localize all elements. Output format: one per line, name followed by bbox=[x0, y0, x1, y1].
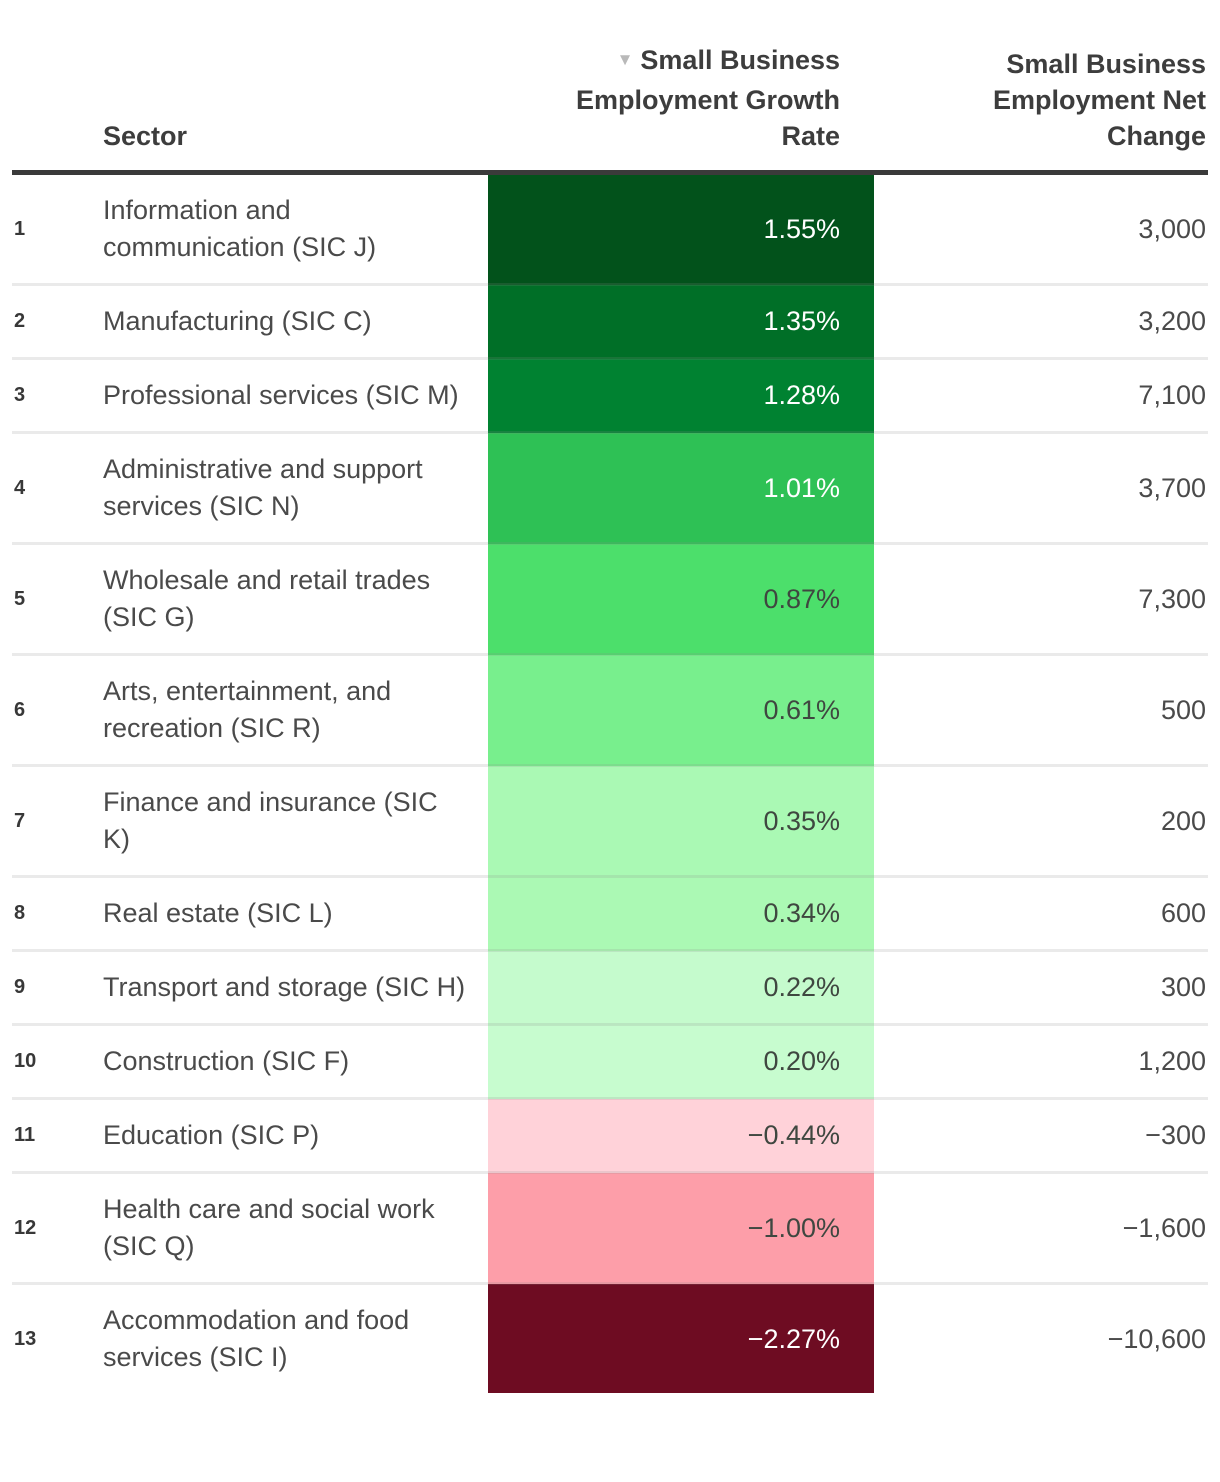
row-rank: 5 bbox=[12, 542, 103, 655]
table-row: 6 Arts, entertainment, and recreation (S… bbox=[12, 653, 1208, 766]
table-row: 4 Administrative and support services (S… bbox=[12, 431, 1208, 544]
net-change-cell: −1,600 bbox=[874, 1171, 1208, 1284]
growth-rate-heatmap-cell: −0.44% bbox=[488, 1097, 874, 1173]
table-row: 3 Professional services (SIC M) 1.28% 7,… bbox=[12, 357, 1208, 433]
net-change-cell: 1,200 bbox=[874, 1023, 1208, 1099]
net-change-cell: 7,300 bbox=[874, 542, 1208, 655]
sector-cell: Education (SIC P) bbox=[103, 1097, 488, 1173]
growth-rate-heatmap-cell: 0.34% bbox=[488, 875, 874, 951]
table-row: 11 Education (SIC P) −0.44% −300 bbox=[12, 1097, 1208, 1173]
sector-cell: Construction (SIC F) bbox=[103, 1023, 488, 1099]
row-rank: 6 bbox=[12, 653, 103, 766]
growth-rate-heatmap-cell: 0.20% bbox=[488, 1023, 874, 1099]
sector-cell: Real estate (SIC L) bbox=[103, 875, 488, 951]
sector-cell: Arts, entertainment, and recreation (SIC… bbox=[103, 653, 488, 766]
table-row: 8 Real estate (SIC L) 0.34% 600 bbox=[12, 875, 1208, 951]
net-change-cell: 300 bbox=[874, 949, 1208, 1025]
row-rank: 12 bbox=[12, 1171, 103, 1284]
growth-rate-heatmap-cell: 1.35% bbox=[488, 283, 874, 359]
net-change-cell: 500 bbox=[874, 653, 1208, 766]
sector-cell: Finance and insurance (SIC K) bbox=[103, 764, 488, 877]
sort-descending-icon: ▼ bbox=[616, 50, 634, 69]
header-rank-spacer bbox=[12, 0, 103, 175]
growth-rate-heatmap-cell: 0.61% bbox=[488, 653, 874, 766]
row-rank: 13 bbox=[12, 1282, 103, 1393]
sector-cell: Transport and storage (SIC H) bbox=[103, 949, 488, 1025]
growth-rate-heatmap-cell: −2.27% bbox=[488, 1282, 874, 1393]
row-rank: 10 bbox=[12, 1023, 103, 1099]
sector-cell: Information and communication (SIC J) bbox=[103, 195, 377, 262]
net-change-cell: 7,100 bbox=[874, 357, 1208, 433]
growth-rate-heatmap-cell: 1.55% bbox=[488, 172, 874, 285]
table-row: 7 Finance and insurance (SIC K) 0.35% 20… bbox=[12, 764, 1208, 877]
header-net-change[interactable]: Small Business Employment Net Change bbox=[874, 0, 1208, 175]
row-rank: 1 bbox=[14, 217, 26, 240]
net-change-cell: −300 bbox=[874, 1097, 1208, 1173]
row-rank: 4 bbox=[12, 431, 103, 544]
sector-heatmap-table: Sector ▼ Small Business Employment Growth R… bbox=[12, 0, 1208, 1393]
sector-cell: Administrative and support services (SIC… bbox=[103, 431, 488, 544]
growth-rate-heatmap-cell: −1.00% bbox=[488, 1171, 874, 1284]
table-row: 5 Wholesale and retail trades (SIC G) 0.… bbox=[12, 542, 1208, 655]
row-rank: 8 bbox=[12, 875, 103, 951]
row-rank: 2 bbox=[12, 283, 103, 359]
table-row: 10 Construction (SIC F) 0.20% 1,200 bbox=[12, 1023, 1208, 1099]
table-header: Sector ▼ Small Business Employment Growth R… bbox=[12, 0, 1208, 175]
row-rank: 11 bbox=[12, 1097, 103, 1173]
sector-cell: Professional services (SIC M) bbox=[103, 357, 488, 433]
net-change-cell: 3,200 bbox=[874, 283, 1208, 359]
table-row: 2 Manufacturing (SIC C) 1.35% 3,200 bbox=[12, 283, 1208, 359]
net-change-cell: −10,600 bbox=[874, 1282, 1208, 1393]
growth-rate-heatmap-cell: 0.22% bbox=[488, 949, 874, 1025]
net-change-cell: 200 bbox=[874, 764, 1208, 877]
table-row: 12 Health care and social work (SIC Q) −… bbox=[12, 1171, 1208, 1284]
table-row: 1 Information and communication (SIC J) … bbox=[12, 172, 1208, 285]
net-change-cell: 3,700 bbox=[874, 431, 1208, 544]
growth-rate-heatmap-cell: 1.01% bbox=[488, 431, 874, 544]
row-rank: 7 bbox=[12, 764, 103, 877]
growth-rate-heatmap-cell: 1.28% bbox=[488, 357, 874, 433]
header-sector[interactable]: Sector bbox=[103, 0, 488, 175]
table-row: 13 Accommodation and food services (SIC … bbox=[12, 1282, 1208, 1393]
growth-rate-heatmap-cell: 0.35% bbox=[488, 764, 874, 877]
sector-cell: Manufacturing (SIC C) bbox=[103, 283, 488, 359]
growth-rate-heatmap-cell: 0.87% bbox=[488, 542, 874, 655]
sector-cell: Accommodation and food services (SIC I) bbox=[103, 1282, 488, 1393]
sector-cell: Wholesale and retail trades (SIC G) bbox=[103, 542, 488, 655]
table-body: 1 Information and communication (SIC J) … bbox=[12, 172, 1208, 1393]
table-row: 9 Transport and storage (SIC H) 0.22% 30… bbox=[12, 949, 1208, 1025]
sector-cell: Health care and social work (SIC Q) bbox=[103, 1171, 488, 1284]
row-rank: 3 bbox=[12, 357, 103, 433]
header-growth-rate[interactable]: ▼ Small Business Employment Growth Rate bbox=[488, 0, 874, 175]
net-change-cell: 3,000 bbox=[1138, 213, 1206, 244]
header-growth-rate-label: Small Business Employment Growth Rate bbox=[575, 45, 840, 151]
net-change-cell: 600 bbox=[874, 875, 1208, 951]
row-rank: 9 bbox=[12, 949, 103, 1025]
